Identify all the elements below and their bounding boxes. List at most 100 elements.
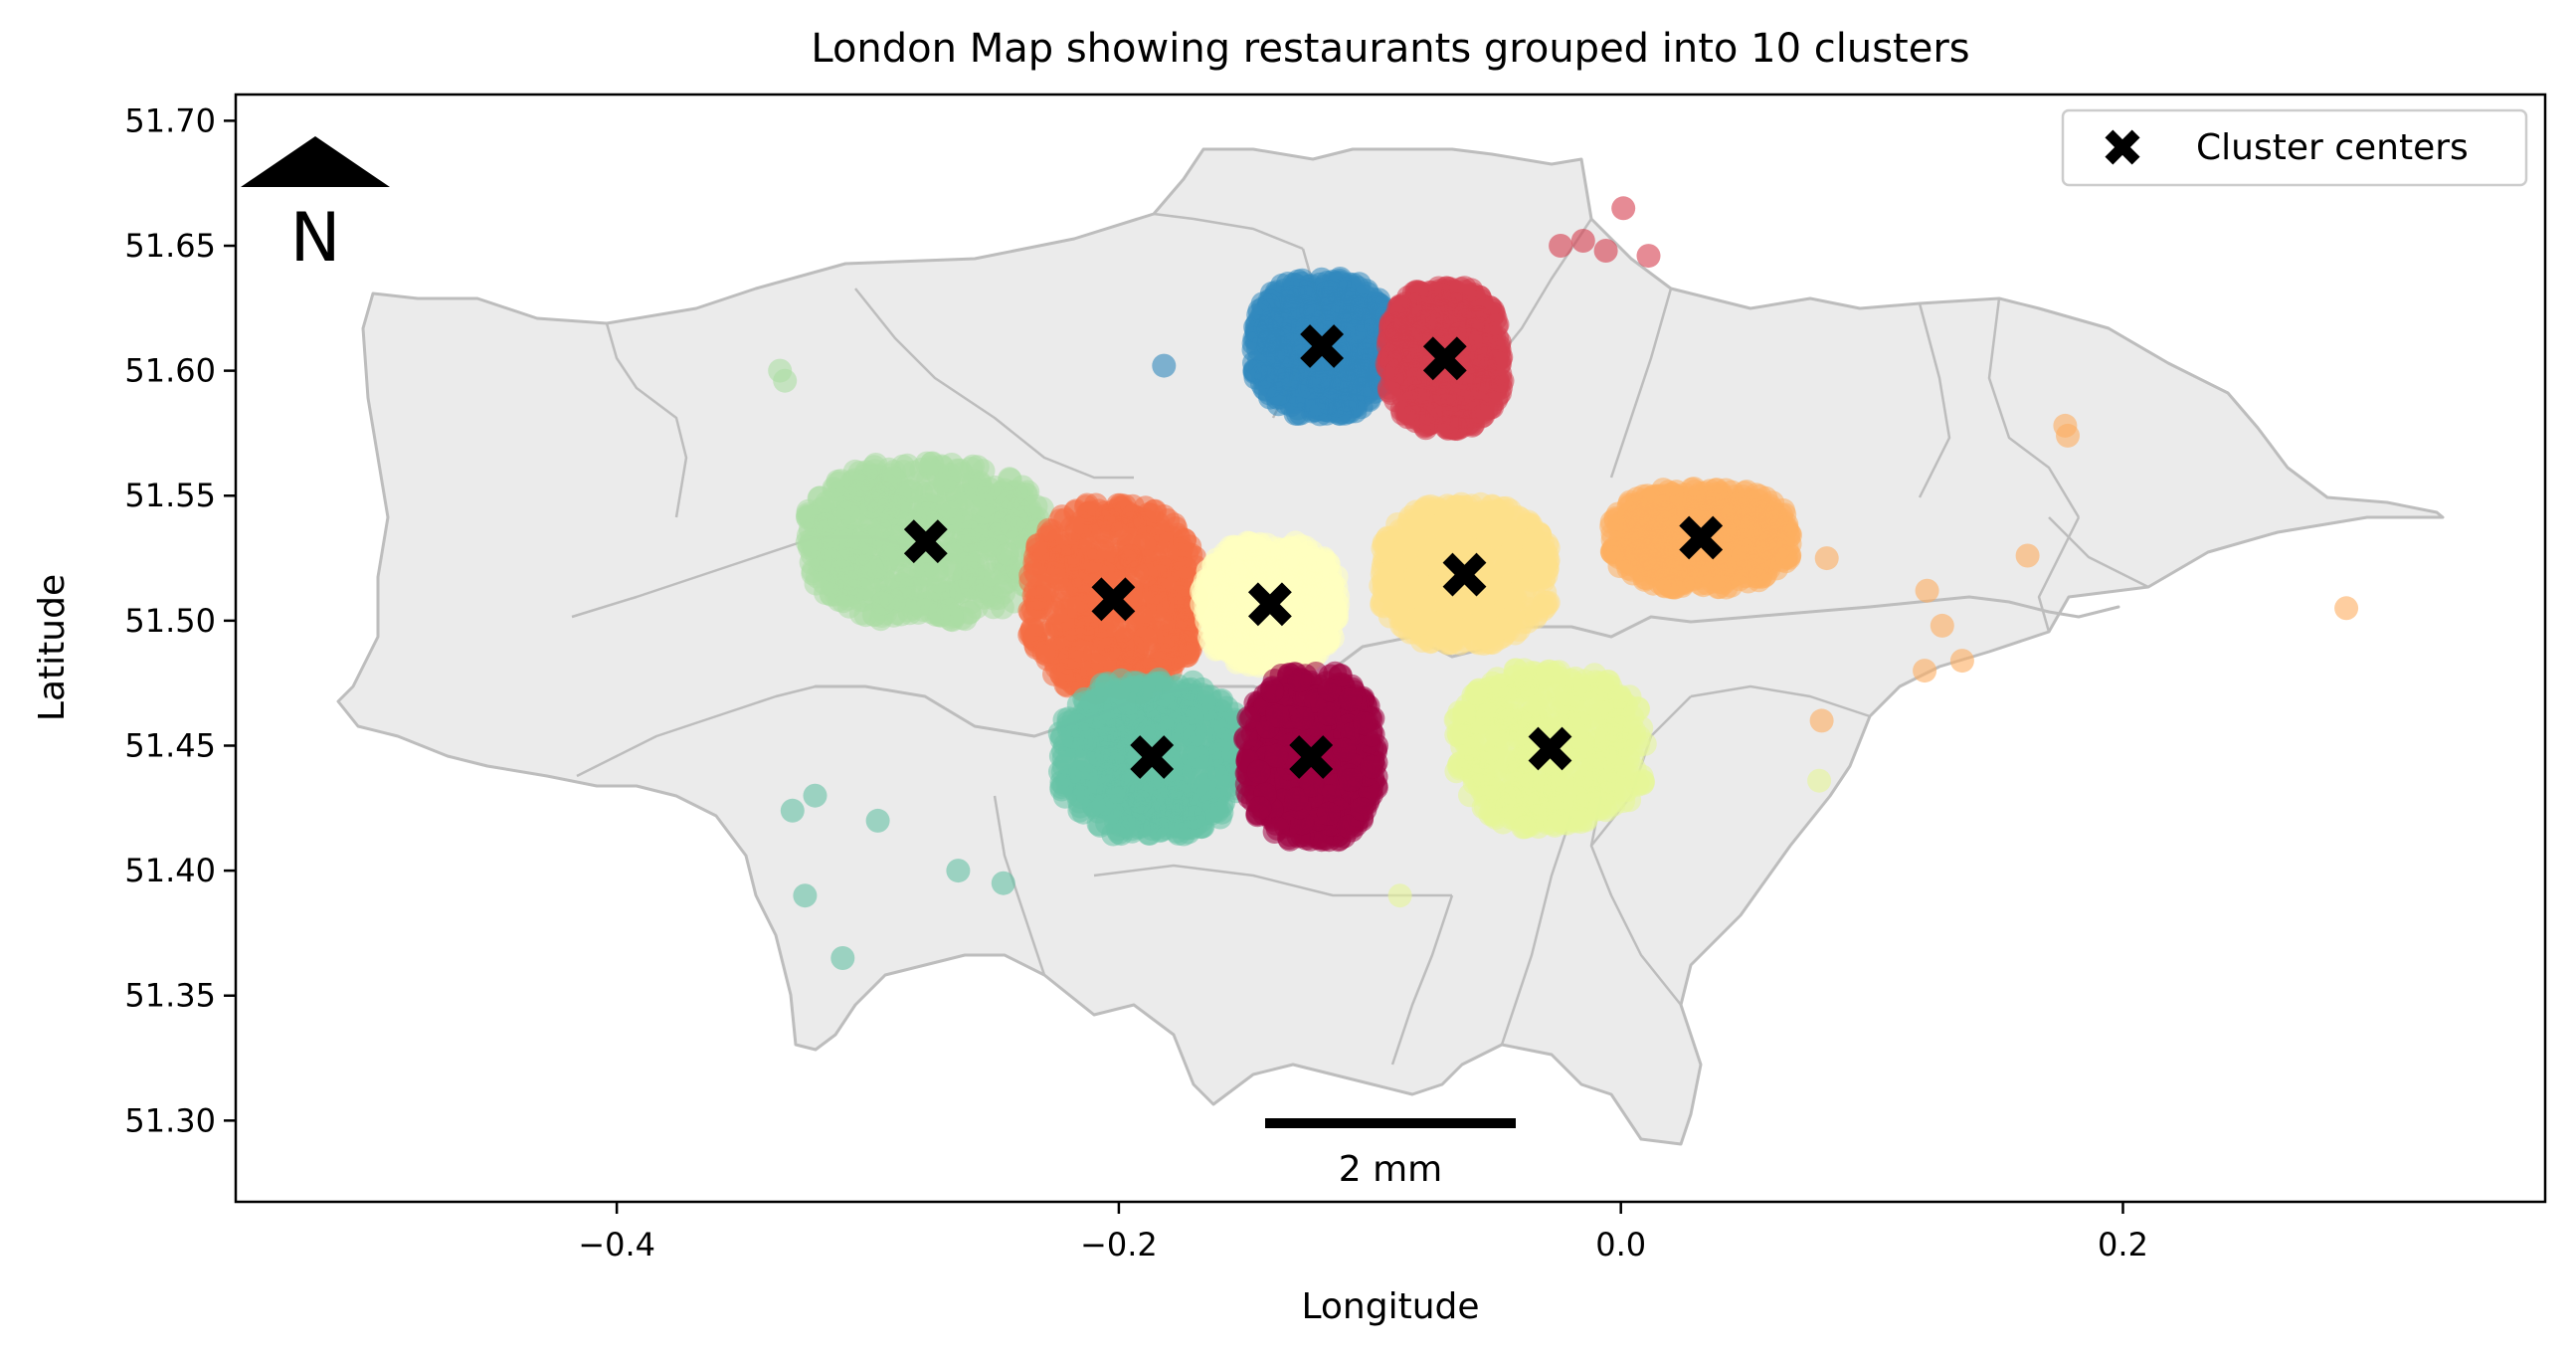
- restaurant-point: [864, 489, 889, 514]
- restaurant-point: [949, 579, 974, 604]
- restaurant-point: [1389, 604, 1414, 629]
- restaurant-point: [1231, 536, 1256, 561]
- restaurant-point: [1615, 550, 1640, 574]
- restaurant-point: [1292, 277, 1317, 301]
- restaurant-point: [1023, 494, 1048, 518]
- restaurant-point: [1195, 600, 1219, 625]
- restaurant-point: [820, 487, 844, 512]
- restaurant-point: [1005, 507, 1029, 532]
- restaurant-point: [926, 463, 951, 486]
- scatter-points: [768, 196, 2359, 970]
- restaurant-point: [1423, 514, 1448, 539]
- restaurant-point: [1286, 383, 1311, 408]
- cluster-3-points: [1017, 492, 1209, 705]
- restaurant-point: [1074, 616, 1099, 641]
- restaurant-point: [897, 488, 922, 513]
- restaurant-point: [1227, 581, 1251, 606]
- restaurant-point: [1160, 569, 1185, 594]
- restaurant-point: [1207, 561, 1232, 585]
- restaurant-point: [1317, 627, 1342, 651]
- restaurant-point: [1027, 587, 1052, 611]
- restaurant-point: [926, 602, 951, 627]
- restaurant-point: [1484, 313, 1509, 338]
- borough-borders: [571, 212, 2149, 1066]
- restaurant-point: [977, 477, 1002, 501]
- restaurant-point: [1410, 610, 1435, 635]
- restaurant-point: [938, 500, 963, 525]
- restaurant-point: [1067, 638, 1092, 663]
- restaurant-point: [1443, 619, 1467, 644]
- restaurant-point: [1213, 637, 1237, 661]
- restaurant-point: [1256, 332, 1281, 357]
- restaurant-point: [1412, 590, 1437, 615]
- restaurant-point: [888, 587, 913, 612]
- restaurant-point: [1064, 516, 1089, 540]
- restaurant-point: [1462, 285, 1486, 309]
- restaurant-point: [1489, 577, 1514, 602]
- restaurant-point: [1391, 518, 1415, 543]
- restaurant-point: [1469, 404, 1494, 429]
- restaurant-point: [1049, 544, 1074, 569]
- restaurant-point: [861, 455, 886, 480]
- restaurant-point: [1097, 637, 1122, 662]
- restaurant-point: [1472, 602, 1497, 627]
- restaurant-point: [956, 528, 980, 553]
- restaurant-point: [999, 486, 1023, 510]
- restaurant-point: [827, 507, 851, 531]
- restaurant-point: [1178, 534, 1202, 559]
- restaurant-point: [1450, 494, 1475, 519]
- restaurant-point: [1651, 484, 1676, 508]
- restaurant-point: [926, 569, 951, 594]
- restaurant-point: [1019, 618, 1044, 643]
- restaurant-point: [1319, 585, 1344, 610]
- restaurant-point: [1120, 640, 1145, 665]
- restaurant-point: [1656, 571, 1680, 596]
- restaurant-point: [969, 579, 994, 603]
- restaurant-point: [1409, 320, 1434, 345]
- restaurant-point: [836, 594, 861, 619]
- restaurant-point: [1372, 578, 1396, 603]
- restaurant-point: [1259, 307, 1284, 331]
- restaurant-point: [1124, 560, 1149, 585]
- restaurant-point: [1481, 521, 1506, 545]
- restaurant-point: [1343, 399, 1368, 424]
- restaurant-point: [1098, 515, 1123, 540]
- restaurant-point: [798, 535, 822, 560]
- restaurant-point: [1081, 548, 1105, 573]
- restaurant-point: [1038, 524, 1063, 549]
- restaurant-point: [1043, 601, 1068, 625]
- restaurant-point: [1508, 506, 1533, 531]
- restaurant-point: [1306, 368, 1331, 393]
- restaurant-point: [1265, 363, 1290, 388]
- chart-title: London Map showing restaurants grouped i…: [811, 26, 1969, 72]
- restaurant-point: [1417, 543, 1442, 568]
- restaurant-point: [1058, 669, 1083, 693]
- restaurant-point: [1339, 356, 1364, 381]
- restaurant-point: [1536, 590, 1561, 615]
- restaurant-point: [1434, 415, 1459, 440]
- restaurant-point: [897, 562, 922, 587]
- restaurant-point: [977, 536, 1002, 561]
- restaurant-point: [837, 566, 861, 591]
- restaurant-point: [1257, 289, 1282, 313]
- restaurant-point: [1243, 359, 1268, 384]
- restaurant-point: [1350, 293, 1375, 318]
- restaurant-point: [1140, 502, 1165, 527]
- restaurant-point: [1488, 368, 1513, 393]
- restaurant-point: [961, 553, 986, 578]
- restaurant-point: [1268, 631, 1293, 656]
- restaurant-point: [1316, 551, 1341, 576]
- restaurant-point: [862, 603, 887, 628]
- cluster-2-points: [795, 451, 1056, 633]
- restaurant-point: [1522, 532, 1547, 557]
- restaurant-point: [867, 517, 892, 541]
- restaurant-point: [1132, 532, 1157, 557]
- restaurant-point: [1278, 317, 1303, 342]
- restaurant-point: [1399, 390, 1424, 415]
- restaurant-point: [1053, 578, 1078, 602]
- restaurant-point: [1701, 569, 1726, 594]
- restaurant-point: [1764, 505, 1789, 530]
- restaurant-point: [981, 595, 1006, 620]
